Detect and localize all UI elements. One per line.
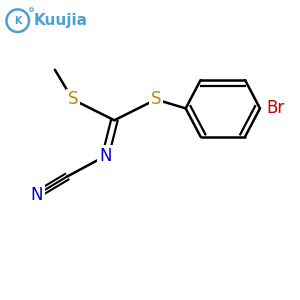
Text: S: S	[68, 91, 78, 109]
Text: Br: Br	[266, 99, 284, 117]
Text: Kuujia: Kuujia	[34, 13, 88, 28]
Text: N: N	[99, 147, 112, 165]
Text: N: N	[31, 186, 43, 204]
Text: S: S	[151, 91, 161, 109]
Text: K: K	[14, 16, 22, 26]
